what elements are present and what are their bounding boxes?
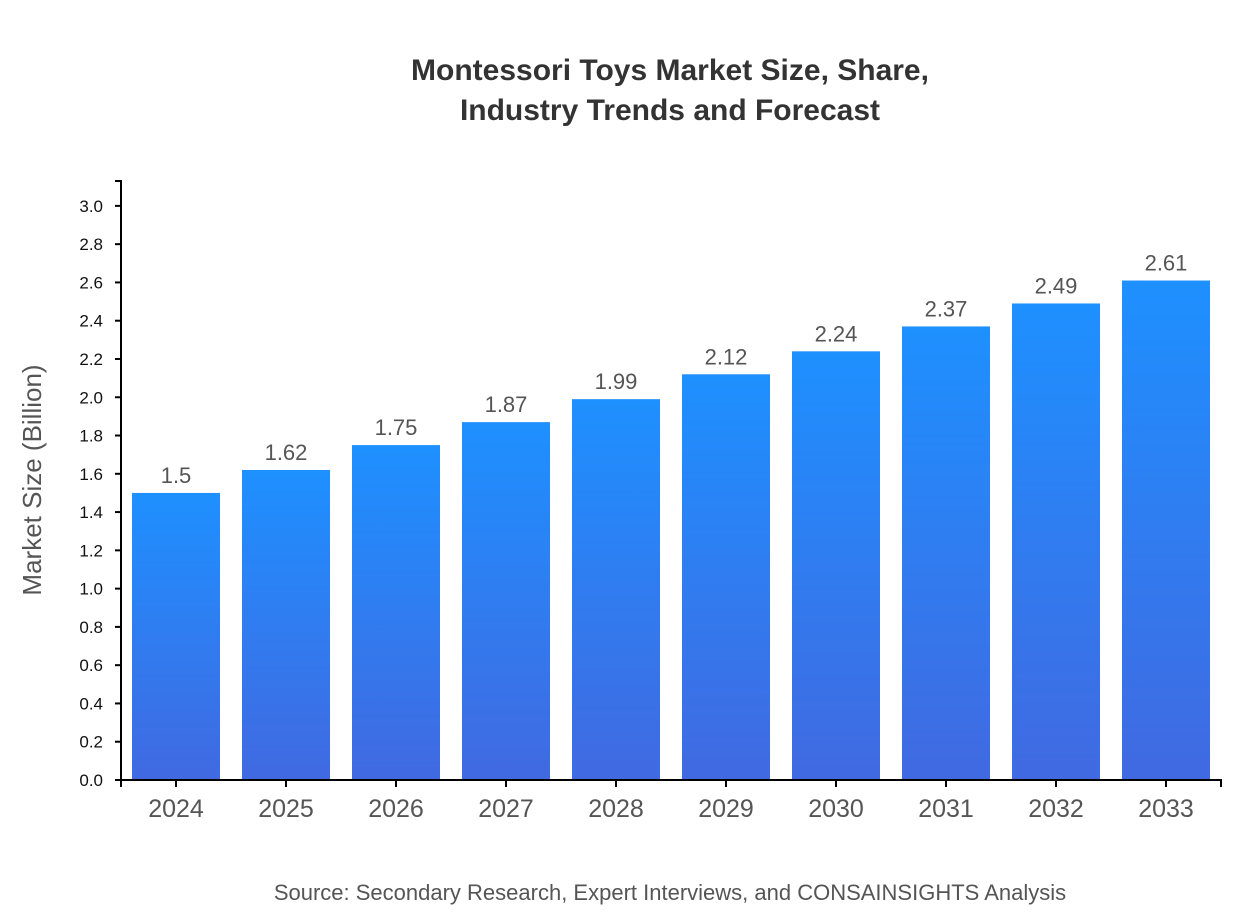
x-tick-label-2026: 2026 — [368, 795, 424, 823]
x-tick-label-2033: 2033 — [1138, 795, 1194, 823]
y-tick-label: 1.6 — [79, 465, 103, 484]
data-label-2031: 2.37 — [925, 296, 968, 321]
y-tick-label: 2.6 — [79, 273, 103, 292]
data-label-2025: 1.62 — [265, 440, 308, 465]
y-tick-label: 1.4 — [79, 503, 103, 522]
x-tick-label-2024: 2024 — [148, 795, 204, 823]
bar-2030 — [792, 351, 880, 780]
data-label-2032: 2.49 — [1035, 273, 1078, 298]
data-label-2033: 2.61 — [1145, 251, 1188, 276]
y-axis-line — [115, 180, 122, 780]
bar-2027 — [462, 422, 550, 780]
y-tick-label: 2.0 — [79, 388, 103, 407]
y-tick-label: 1.8 — [79, 427, 103, 446]
data-label-2028: 1.99 — [595, 369, 638, 394]
x-axis-line — [120, 779, 1222, 787]
data-label-2024: 1.5 — [161, 463, 192, 488]
data-label-2029: 2.12 — [705, 344, 748, 369]
x-tick-label-2029: 2029 — [698, 795, 754, 823]
data-label-2026: 1.75 — [375, 415, 418, 440]
data-label-2027: 1.87 — [485, 392, 528, 417]
y-tick-label: 0.6 — [79, 656, 103, 675]
y-tick-label: 2.8 — [79, 235, 103, 254]
bar-2026 — [352, 445, 440, 780]
bar-2024 — [132, 492, 220, 780]
bar-2031 — [902, 326, 990, 780]
y-tick-label: 1.2 — [79, 541, 103, 560]
x-tick-label-2027: 2027 — [478, 795, 534, 823]
y-tick-label: 0.4 — [79, 694, 103, 713]
y-tick-label: 2.4 — [79, 312, 103, 331]
bar-2028 — [572, 399, 660, 780]
y-tick-label: 2.2 — [79, 350, 103, 369]
bar-2029 — [682, 374, 770, 780]
chart-title-line-1: Montessori Toys Market Size, Share, — [411, 54, 929, 87]
y-tick-label: 1.0 — [79, 580, 103, 599]
x-tick-label-2025: 2025 — [258, 795, 314, 823]
x-tick-label-2031: 2031 — [918, 795, 974, 823]
data-label-2030: 2.24 — [815, 321, 858, 346]
plot-area: 1.5 2024 1.62 2025 1.75 2026 1.87 2027 1.99 2028 2… — [79, 180, 1222, 823]
x-tick-label-2032: 2032 — [1028, 795, 1084, 823]
x-tick-label-2030: 2030 — [808, 795, 864, 823]
x-tick-label-2028: 2028 — [588, 795, 644, 823]
chart-title-line-2: Industry Trends and Forecast — [460, 94, 880, 127]
y-tick-label: 3.0 — [79, 197, 103, 216]
y-tick-label: 0.8 — [79, 618, 103, 637]
source-note: Source: Secondary Research, Expert Inter… — [274, 880, 1066, 905]
y-tick-label: 0.2 — [79, 733, 103, 752]
bar-2032 — [1012, 303, 1100, 780]
y-tick-label: 0.0 — [79, 771, 103, 790]
bar-2033 — [1122, 280, 1210, 780]
y-axis-label: Market Size (Billion) — [17, 364, 47, 595]
bar-2025 — [242, 469, 330, 780]
